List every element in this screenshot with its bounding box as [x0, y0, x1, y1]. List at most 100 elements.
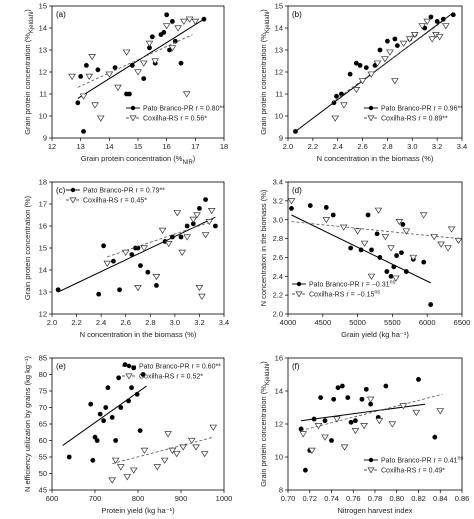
- data-point-coxilha: [91, 102, 99, 109]
- data-point-pato-branco: [129, 252, 135, 257]
- data-point-coxilha: [388, 421, 397, 428]
- data-point-coxilha: [351, 428, 360, 435]
- fit-line-pato-branco: [57, 216, 216, 293]
- data-point-coxilha: [111, 457, 120, 464]
- legend-marker: [368, 457, 374, 463]
- data-point-pato-branco: [440, 16, 446, 22]
- data-point-coxilha: [410, 32, 419, 39]
- data-point-coxilha: [392, 275, 400, 282]
- data-point-pato-branco: [145, 269, 151, 275]
- x-tick-label: 3.0: [407, 142, 417, 151]
- data-point-pato-branco: [96, 291, 102, 297]
- data-point-coxilha: [185, 16, 194, 23]
- y-tick-label: 15: [39, 244, 47, 253]
- data-point-pato-branco: [75, 100, 81, 106]
- data-point-pato-branco: [178, 234, 184, 240]
- data-point-coxilha: [339, 224, 348, 231]
- y-tick-label: 3.0: [273, 215, 283, 224]
- x-tick-label: 3.0: [170, 318, 180, 327]
- data-point-coxilha: [331, 115, 340, 122]
- data-point-pato-branco: [78, 74, 84, 79]
- data-point-coxilha: [321, 434, 329, 441]
- data-point-coxilha: [402, 228, 411, 235]
- data-point-coxilha: [391, 78, 399, 85]
- data-point-coxilha: [182, 91, 191, 98]
- data-point-coxilha: [178, 249, 187, 256]
- data-point-coxilha: [174, 25, 182, 32]
- data-point-pato-branco: [416, 377, 421, 382]
- x-tick-label: 600: [46, 494, 59, 503]
- x-tick-label: 2.8: [382, 142, 392, 151]
- x-tick-label: 2.8: [145, 318, 155, 327]
- data-point-coxilha: [436, 408, 445, 415]
- data-point-pato-branco: [129, 63, 135, 68]
- data-point-pato-branco: [289, 206, 294, 211]
- data-point-pato-branco: [363, 65, 369, 70]
- data-point-coxilha: [435, 34, 444, 41]
- data-point-pato-branco: [400, 222, 406, 227]
- data-point-coxilha: [299, 431, 308, 438]
- data-point-coxilha: [123, 474, 132, 481]
- data-point-pato-branco: [126, 398, 131, 404]
- data-point-pato-branco: [170, 234, 175, 240]
- legend-label: Pato Branco-PR r = 0.60**: [139, 364, 221, 371]
- data-point-pato-branco: [131, 365, 137, 371]
- data-point-pato-branco: [392, 36, 398, 42]
- data-point-pato-branco: [432, 434, 438, 440]
- data-point-coxilha: [108, 477, 117, 484]
- x-tick-label: 1000: [216, 494, 233, 503]
- data-point-coxilha: [172, 451, 181, 458]
- panel-label: (b): [292, 10, 302, 19]
- data-point-coxilha: [164, 431, 172, 438]
- data-point-coxilha: [437, 241, 445, 248]
- y-axis-label: Grain protein concentration (%Kjeldahl): [23, 9, 35, 135]
- x-tick-label: 4500: [314, 318, 331, 327]
- y-tick-label: 8: [279, 486, 283, 495]
- x-tick-label: 0.82: [411, 494, 426, 503]
- data-point-pato-branco: [428, 302, 434, 307]
- data-point-pato-branco: [348, 245, 354, 251]
- data-point-pato-branco: [365, 212, 371, 218]
- data-point-pato-branco: [203, 197, 208, 203]
- data-point-coxilha: [419, 212, 428, 219]
- x-tick-label: 2.4: [332, 142, 342, 151]
- data-point-pato-branco: [394, 43, 400, 48]
- data-point-coxilha: [200, 451, 209, 458]
- panel-label: (e): [56, 362, 66, 371]
- data-point-pato-branco: [369, 247, 374, 253]
- x-tick-label: 0.84: [433, 494, 448, 503]
- data-point-coxilha: [140, 447, 149, 454]
- data-point-coxilha: [187, 437, 196, 445]
- data-point-pato-branco: [335, 385, 341, 391]
- y-axis-label: N efficiency utilization by grains (kg k…: [23, 356, 32, 492]
- x-axis-label: Protein yield (kg ha⁻¹): [101, 506, 175, 515]
- data-point-pato-branco: [213, 223, 218, 229]
- data-point-coxilha: [360, 423, 368, 430]
- data-point-coxilha: [201, 232, 210, 239]
- data-point-coxilha: [360, 240, 369, 247]
- x-axis-label: Grain yield (kg ha⁻¹): [341, 330, 409, 339]
- y-tick-label: 14: [275, 24, 283, 33]
- data-point-coxilha: [381, 56, 389, 63]
- y-tick-label: 17: [39, 200, 47, 209]
- x-tick-label: 2.6: [357, 142, 367, 151]
- data-point-coxilha: [189, 216, 198, 223]
- x-tick-label: 17: [191, 142, 199, 151]
- x-tick-label: 13: [76, 142, 84, 151]
- data-point-pato-branco: [147, 45, 152, 51]
- data-point-pato-branco: [403, 269, 409, 274]
- data-point-pato-branco: [154, 283, 159, 288]
- x-tick-label: 12: [48, 142, 56, 151]
- data-point-pato-branco: [428, 14, 434, 20]
- data-point-coxilha: [409, 254, 418, 261]
- x-axis-label: N concentration in the biomass (%): [80, 330, 197, 339]
- data-point-coxilha: [173, 210, 182, 217]
- data-point-coxilha: [183, 234, 191, 241]
- y-tick-label: 11: [275, 90, 283, 99]
- data-point-coxilha: [375, 418, 384, 425]
- data-point-coxilha: [103, 260, 112, 267]
- y-tick-label: 13: [39, 288, 47, 297]
- x-tick-label: 2.0: [47, 318, 57, 327]
- y-tick-label: 2.0: [273, 310, 283, 319]
- x-tick-label: 6500: [454, 318, 471, 327]
